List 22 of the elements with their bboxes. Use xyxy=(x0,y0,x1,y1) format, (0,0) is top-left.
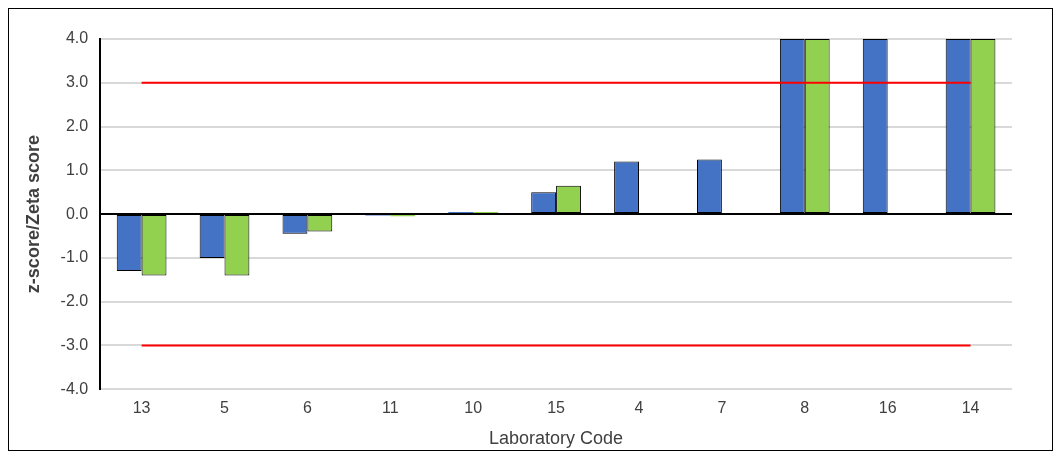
x-tick-label: 15 xyxy=(547,399,566,417)
y-tick-label: -3.0 xyxy=(60,335,89,353)
y-tick-label: 4.0 xyxy=(65,29,89,47)
x-tick-label: 13 xyxy=(132,399,151,417)
x-tick-label: 7 xyxy=(717,399,727,417)
y-tick-label: 2.0 xyxy=(65,116,89,134)
x-tick-label: 11 xyxy=(381,399,399,417)
x-tick-label: 5 xyxy=(220,399,230,417)
x-tick-label: 4 xyxy=(634,399,644,417)
x-tick-label: 8 xyxy=(800,399,810,417)
y-axis-title: z-score/Zeta score xyxy=(22,135,43,294)
x-tick-label: 14 xyxy=(961,399,980,417)
y-tick-label: -2.0 xyxy=(60,292,89,310)
x-axis-title: Laboratory Code xyxy=(489,428,624,449)
x-tick-label: 16 xyxy=(878,399,897,417)
x-tick-label: 6 xyxy=(302,399,312,417)
y-tick-label: -1.0 xyxy=(60,248,89,266)
y-tick-label: 3.0 xyxy=(65,73,89,91)
x-tick-label: 10 xyxy=(464,399,483,417)
y-tick-label: -4.0 xyxy=(60,379,89,397)
y-tick-label: 1.0 xyxy=(65,160,89,178)
y-tick-label: 0.0 xyxy=(65,204,89,222)
